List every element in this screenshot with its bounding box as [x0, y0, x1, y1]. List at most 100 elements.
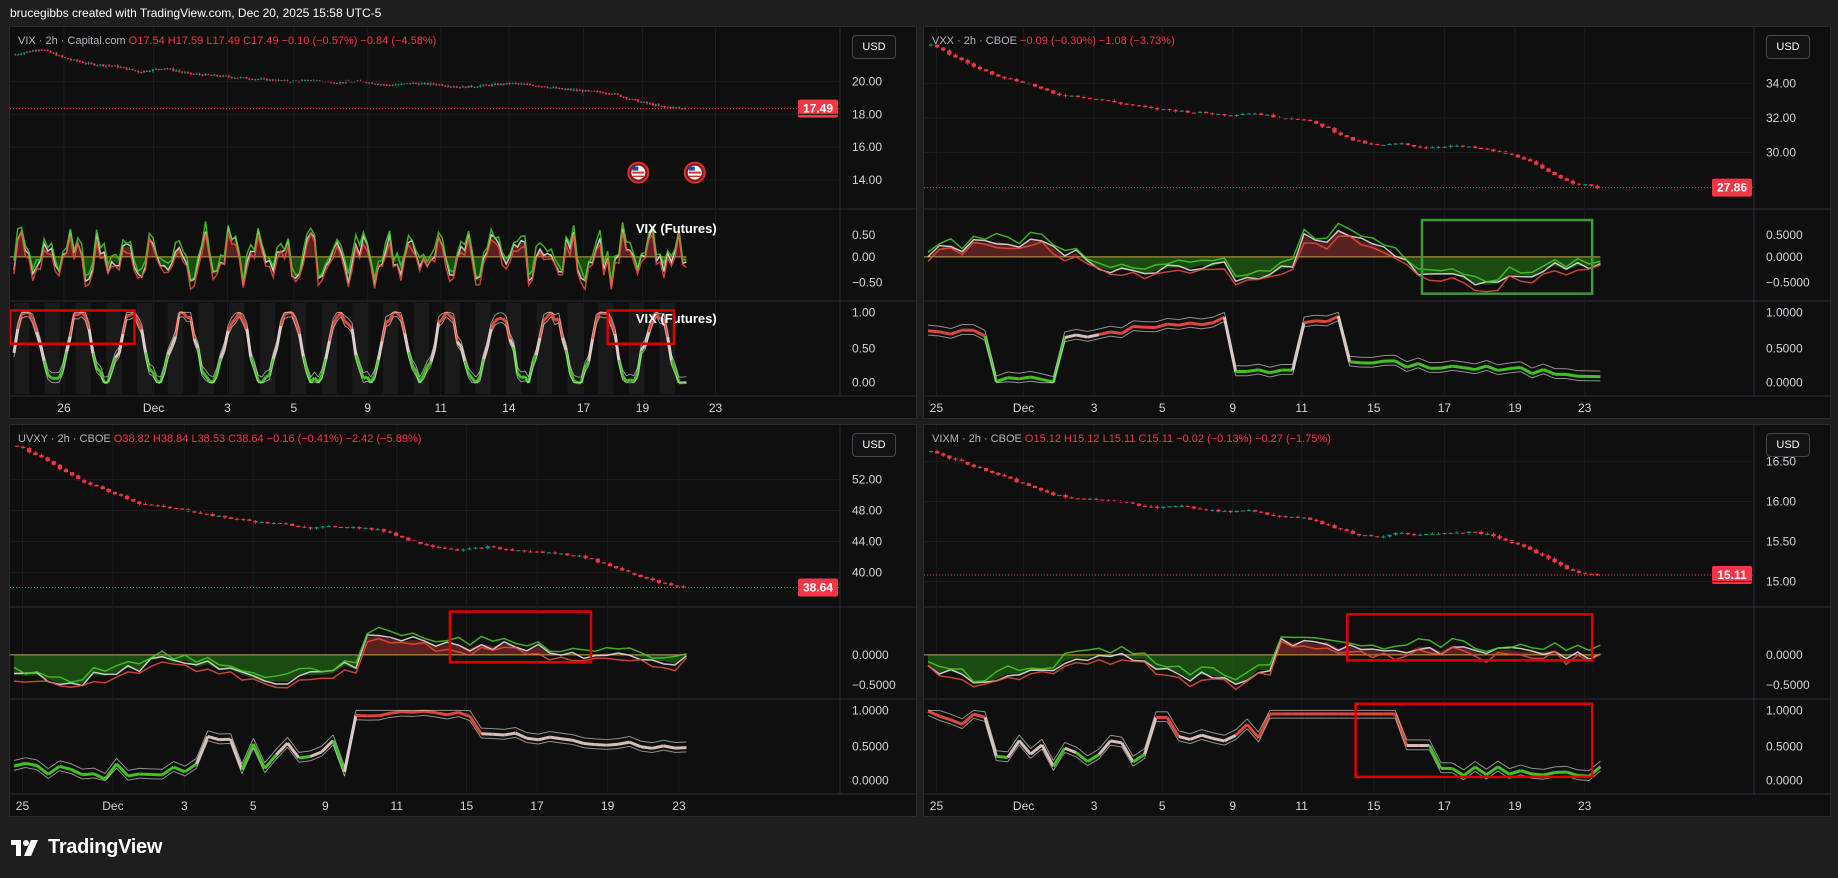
- candles: [928, 449, 1600, 577]
- candle-body: [941, 47, 946, 51]
- candle-body: [1100, 99, 1105, 101]
- last-price-label: 27.86: [1717, 181, 1747, 195]
- time-axis-tick: 15: [1367, 401, 1381, 415]
- chart-canvas[interactable]: 15.11 16.50 16.00 15.50 15.00 0.0000 −0.5000 1.…: [924, 425, 1832, 818]
- candle-body: [1283, 118, 1288, 120]
- candle-body: [1197, 111, 1203, 113]
- candle-body: [996, 74, 1001, 77]
- candle-body: [379, 84, 382, 86]
- chart-panel-vxx[interactable]: 27.86 34.00 32.00 30.00 0.5000 0.0000 −0.5000 1…: [923, 26, 1832, 420]
- symbol-legend[interactable]: VIX · 2h · Capital.com O17.54 H17.59 L17…: [18, 35, 436, 47]
- price-axis-tick: 15.50: [1766, 534, 1796, 548]
- candle-body: [184, 72, 187, 74]
- candle-body: [491, 84, 494, 86]
- candle-body: [1271, 114, 1276, 118]
- candle-body: [448, 548, 454, 550]
- candle-body: [1228, 510, 1233, 513]
- candle-body: [57, 464, 62, 470]
- candle-body: [663, 106, 666, 108]
- candle-body: [953, 54, 958, 58]
- candle-body: [140, 72, 143, 74]
- chart-canvas[interactable]: 38.64 52.00 48.00 44.00 40.00 0.0000 −0.5000 1.…: [10, 425, 918, 818]
- candle-body: [441, 84, 444, 86]
- candle-body: [651, 103, 654, 106]
- candle-body: [1369, 535, 1374, 537]
- candle-body: [971, 464, 976, 467]
- candle-body: [155, 505, 160, 507]
- candle-body: [1344, 135, 1349, 138]
- candle-body: [210, 513, 215, 517]
- candle-body: [1026, 483, 1032, 486]
- candle-body: [1075, 95, 1080, 98]
- highlight-box[interactable]: [1346, 613, 1594, 662]
- candle-body: [72, 59, 75, 61]
- osc2-axis-tick: 0.5000: [1766, 740, 1803, 754]
- candle-body: [381, 529, 386, 532]
- tradingview-logo[interactable]: TradingView: [10, 836, 162, 859]
- symbol-legend[interactable]: UVXY · 2h · CBOE O38.82 H38.84 L38.53 C3…: [18, 433, 421, 445]
- candle-body: [350, 81, 353, 83]
- candle-body: [143, 70, 146, 73]
- candle-body: [605, 93, 608, 95]
- candle-body: [1589, 573, 1594, 575]
- candle-body: [1320, 521, 1325, 525]
- candle-body: [90, 62, 93, 64]
- price-axis-tick: 14.00: [852, 173, 882, 187]
- candle-body: [1161, 506, 1166, 508]
- candle-body: [534, 551, 539, 553]
- candle-body: [1130, 502, 1135, 504]
- candle-body: [1106, 500, 1111, 502]
- candle-body: [523, 83, 526, 85]
- candle-body: [619, 94, 622, 97]
- candle-body: [578, 90, 581, 92]
- chart-panel-uvxy[interactable]: 38.64 52.00 48.00 44.00 40.00 0.0000 −0.5000 1.…: [9, 424, 918, 818]
- candle-body: [1142, 505, 1148, 507]
- time-axis-tick: 23: [1578, 401, 1592, 415]
- candle-body: [409, 83, 412, 85]
- candle-body: [1534, 549, 1539, 554]
- currency-button[interactable]: USD: [852, 35, 896, 59]
- candle-body: [607, 93, 610, 95]
- highlight-box[interactable]: [606, 309, 676, 345]
- candle-body: [516, 550, 521, 552]
- candle-body: [157, 68, 160, 70]
- candle-body: [537, 85, 540, 87]
- osc2-axis-tick: 1.00: [852, 305, 876, 319]
- candle-body: [69, 59, 73, 61]
- time-axis-tick: Dec: [143, 401, 164, 415]
- highlight-box[interactable]: [10, 309, 136, 345]
- candle-body: [1179, 505, 1184, 507]
- chart-panel-vixm[interactable]: 15.11 16.50 16.00 15.50 15.00 0.0000 −0.5000 1.…: [923, 424, 1832, 818]
- candle-body: [1014, 78, 1019, 82]
- candle-body: [514, 82, 517, 84]
- candle-body: [122, 67, 125, 69]
- candle-body: [1204, 509, 1209, 511]
- candle-body: [1234, 510, 1239, 513]
- us-flag-icon[interactable]: [627, 161, 650, 184]
- candle-body: [935, 44, 940, 48]
- candle-body: [1246, 113, 1252, 115]
- candle-body: [242, 77, 245, 79]
- symbol-title: UVXY · 2h · CBOE: [18, 433, 114, 445]
- currency-button[interactable]: USD: [1766, 433, 1810, 457]
- symbol-legend[interactable]: VIXM · 2h · CBOE O15.12 H15.12 L15.11 C1…: [932, 433, 1331, 445]
- highlight-box[interactable]: [1420, 218, 1594, 295]
- candle-body: [1057, 494, 1062, 496]
- price-axis-tick: 48.00: [852, 504, 882, 518]
- us-flag-icon[interactable]: [683, 161, 706, 184]
- candle-body: [1521, 157, 1527, 160]
- chart-canvas[interactable]: 17.49 20.00 18.00 16.00 14.00 0.50 0.00 −0.50 VI…: [10, 27, 918, 420]
- candle-body: [1240, 114, 1245, 116]
- currency-button[interactable]: USD: [852, 433, 896, 457]
- osc2-axis-tick: 0.50: [852, 342, 876, 356]
- highlight-box[interactable]: [1354, 702, 1594, 779]
- candle-body: [1075, 498, 1080, 500]
- chart-canvas[interactable]: 27.86 34.00 32.00 30.00 0.5000 0.0000 −0.5000 1…: [924, 27, 1832, 420]
- symbol-legend[interactable]: VXX · 2h · CBOE −0.09 (−0.30%) −1.08 (−3…: [932, 35, 1175, 47]
- candle-body: [222, 75, 225, 77]
- candle-body: [1197, 508, 1203, 510]
- currency-button[interactable]: USD: [1766, 35, 1810, 59]
- candle-body: [227, 75, 230, 77]
- highlight-box[interactable]: [448, 610, 593, 664]
- chart-panel-vix[interactable]: 17.49 20.00 18.00 16.00 14.00 0.50 0.00 −0.50 VI…: [9, 26, 918, 420]
